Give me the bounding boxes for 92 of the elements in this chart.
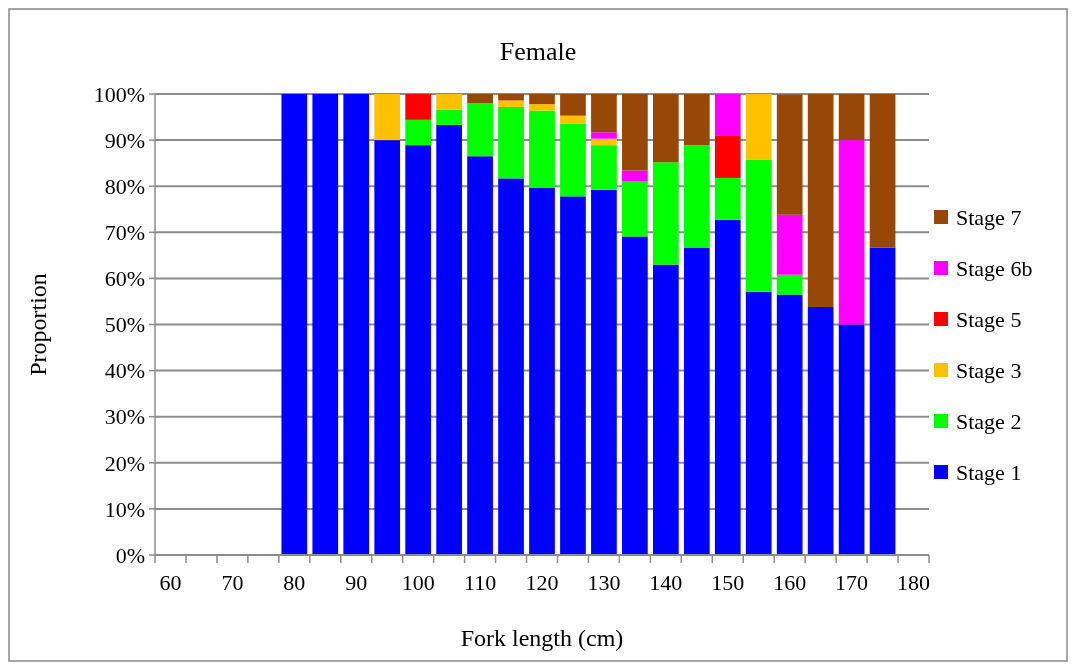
bar: [529, 187, 555, 555]
bar: [869, 94, 896, 248]
bar: [622, 236, 648, 555]
y-tick-label: 0%: [115, 542, 145, 568]
bar: [591, 138, 617, 146]
legend-label: Stage 7: [956, 204, 1022, 230]
x-tick-label: 70: [221, 570, 244, 595]
bar: [807, 94, 834, 307]
bar: [838, 94, 865, 141]
bar: [838, 140, 865, 325]
x-tick-label: 60: [159, 570, 182, 595]
bar: [405, 94, 432, 120]
bar: [529, 94, 555, 105]
bar: [591, 189, 617, 555]
bar: [436, 94, 462, 110]
bar: [807, 306, 834, 555]
bar: [776, 214, 803, 275]
y-tick-label: 60%: [104, 266, 145, 292]
bar: [622, 94, 648, 171]
bar: [436, 109, 462, 125]
x-tick-label: 150: [711, 570, 745, 595]
bar: [652, 94, 679, 163]
y-tick-label: 100%: [93, 81, 145, 107]
bar: [591, 145, 617, 190]
x-tick-label: 110: [463, 570, 497, 595]
bar: [529, 110, 555, 188]
y-tick-label: 40%: [104, 358, 145, 384]
x-tick-label: 100: [401, 570, 435, 595]
bar: [591, 94, 617, 133]
bar: [405, 145, 432, 555]
bar: [714, 94, 741, 136]
bar: [374, 140, 401, 555]
y-tick-label: 90%: [104, 127, 145, 153]
x-tick-label: 120: [525, 570, 559, 595]
bar: [683, 145, 710, 248]
bar: [714, 135, 741, 178]
bar: [714, 219, 741, 555]
bar: [591, 132, 617, 139]
legend-label: Stage 3: [956, 357, 1022, 383]
bar: [467, 103, 493, 157]
bar: [683, 247, 710, 555]
chart-title: Female: [499, 37, 577, 66]
y-tick-label: 20%: [104, 450, 145, 476]
bar: [312, 94, 339, 555]
bar: [622, 170, 648, 182]
bar: [467, 156, 493, 555]
x-tick-label: 180: [897, 570, 931, 595]
bar: [838, 324, 865, 555]
bar: [498, 178, 524, 555]
bar: [560, 94, 586, 116]
legend-label: Stage 1: [956, 459, 1022, 485]
y-tick-label: 30%: [104, 404, 145, 430]
x-tick-label: 140: [649, 570, 683, 595]
bar: [869, 247, 896, 555]
bar: [281, 94, 308, 555]
bar: [498, 106, 524, 179]
bar: [498, 94, 524, 101]
legend-label: Stage 5: [956, 306, 1022, 332]
bar: [343, 94, 370, 555]
bar: [683, 94, 710, 146]
bar: [374, 94, 401, 141]
y-tick-label: 80%: [104, 173, 145, 199]
x-axis-title: Fork length (cm): [460, 625, 624, 651]
y-axis-title: Proportion: [25, 273, 51, 376]
bar: [436, 124, 462, 555]
bar: [776, 94, 803, 215]
bar: [776, 274, 803, 295]
bar: [714, 177, 741, 220]
legend-label: Stage 6b: [956, 255, 1033, 281]
bar: [560, 123, 586, 197]
x-tick-label: 80: [283, 570, 306, 595]
bar: [652, 264, 679, 555]
y-tick-label: 70%: [104, 220, 145, 245]
bar: [622, 181, 648, 237]
bar: [529, 104, 555, 111]
bar: [745, 291, 772, 555]
bar: [745, 159, 772, 292]
bar: [776, 294, 803, 555]
bar: [405, 119, 432, 146]
bar: [560, 115, 586, 124]
bar: [560, 196, 586, 555]
y-tick-label: 10%: [104, 496, 145, 522]
x-tick-label: 160: [773, 570, 807, 595]
legend-label: Stage 2: [956, 408, 1022, 434]
y-tick-label: 50%: [104, 312, 145, 338]
bar: [467, 94, 493, 104]
bar: [745, 94, 772, 160]
bar: [652, 162, 679, 265]
x-tick-label: 130: [587, 570, 621, 595]
x-tick-label: 90: [345, 570, 368, 595]
x-tick-label: 170: [835, 570, 869, 595]
bar: [498, 100, 524, 107]
